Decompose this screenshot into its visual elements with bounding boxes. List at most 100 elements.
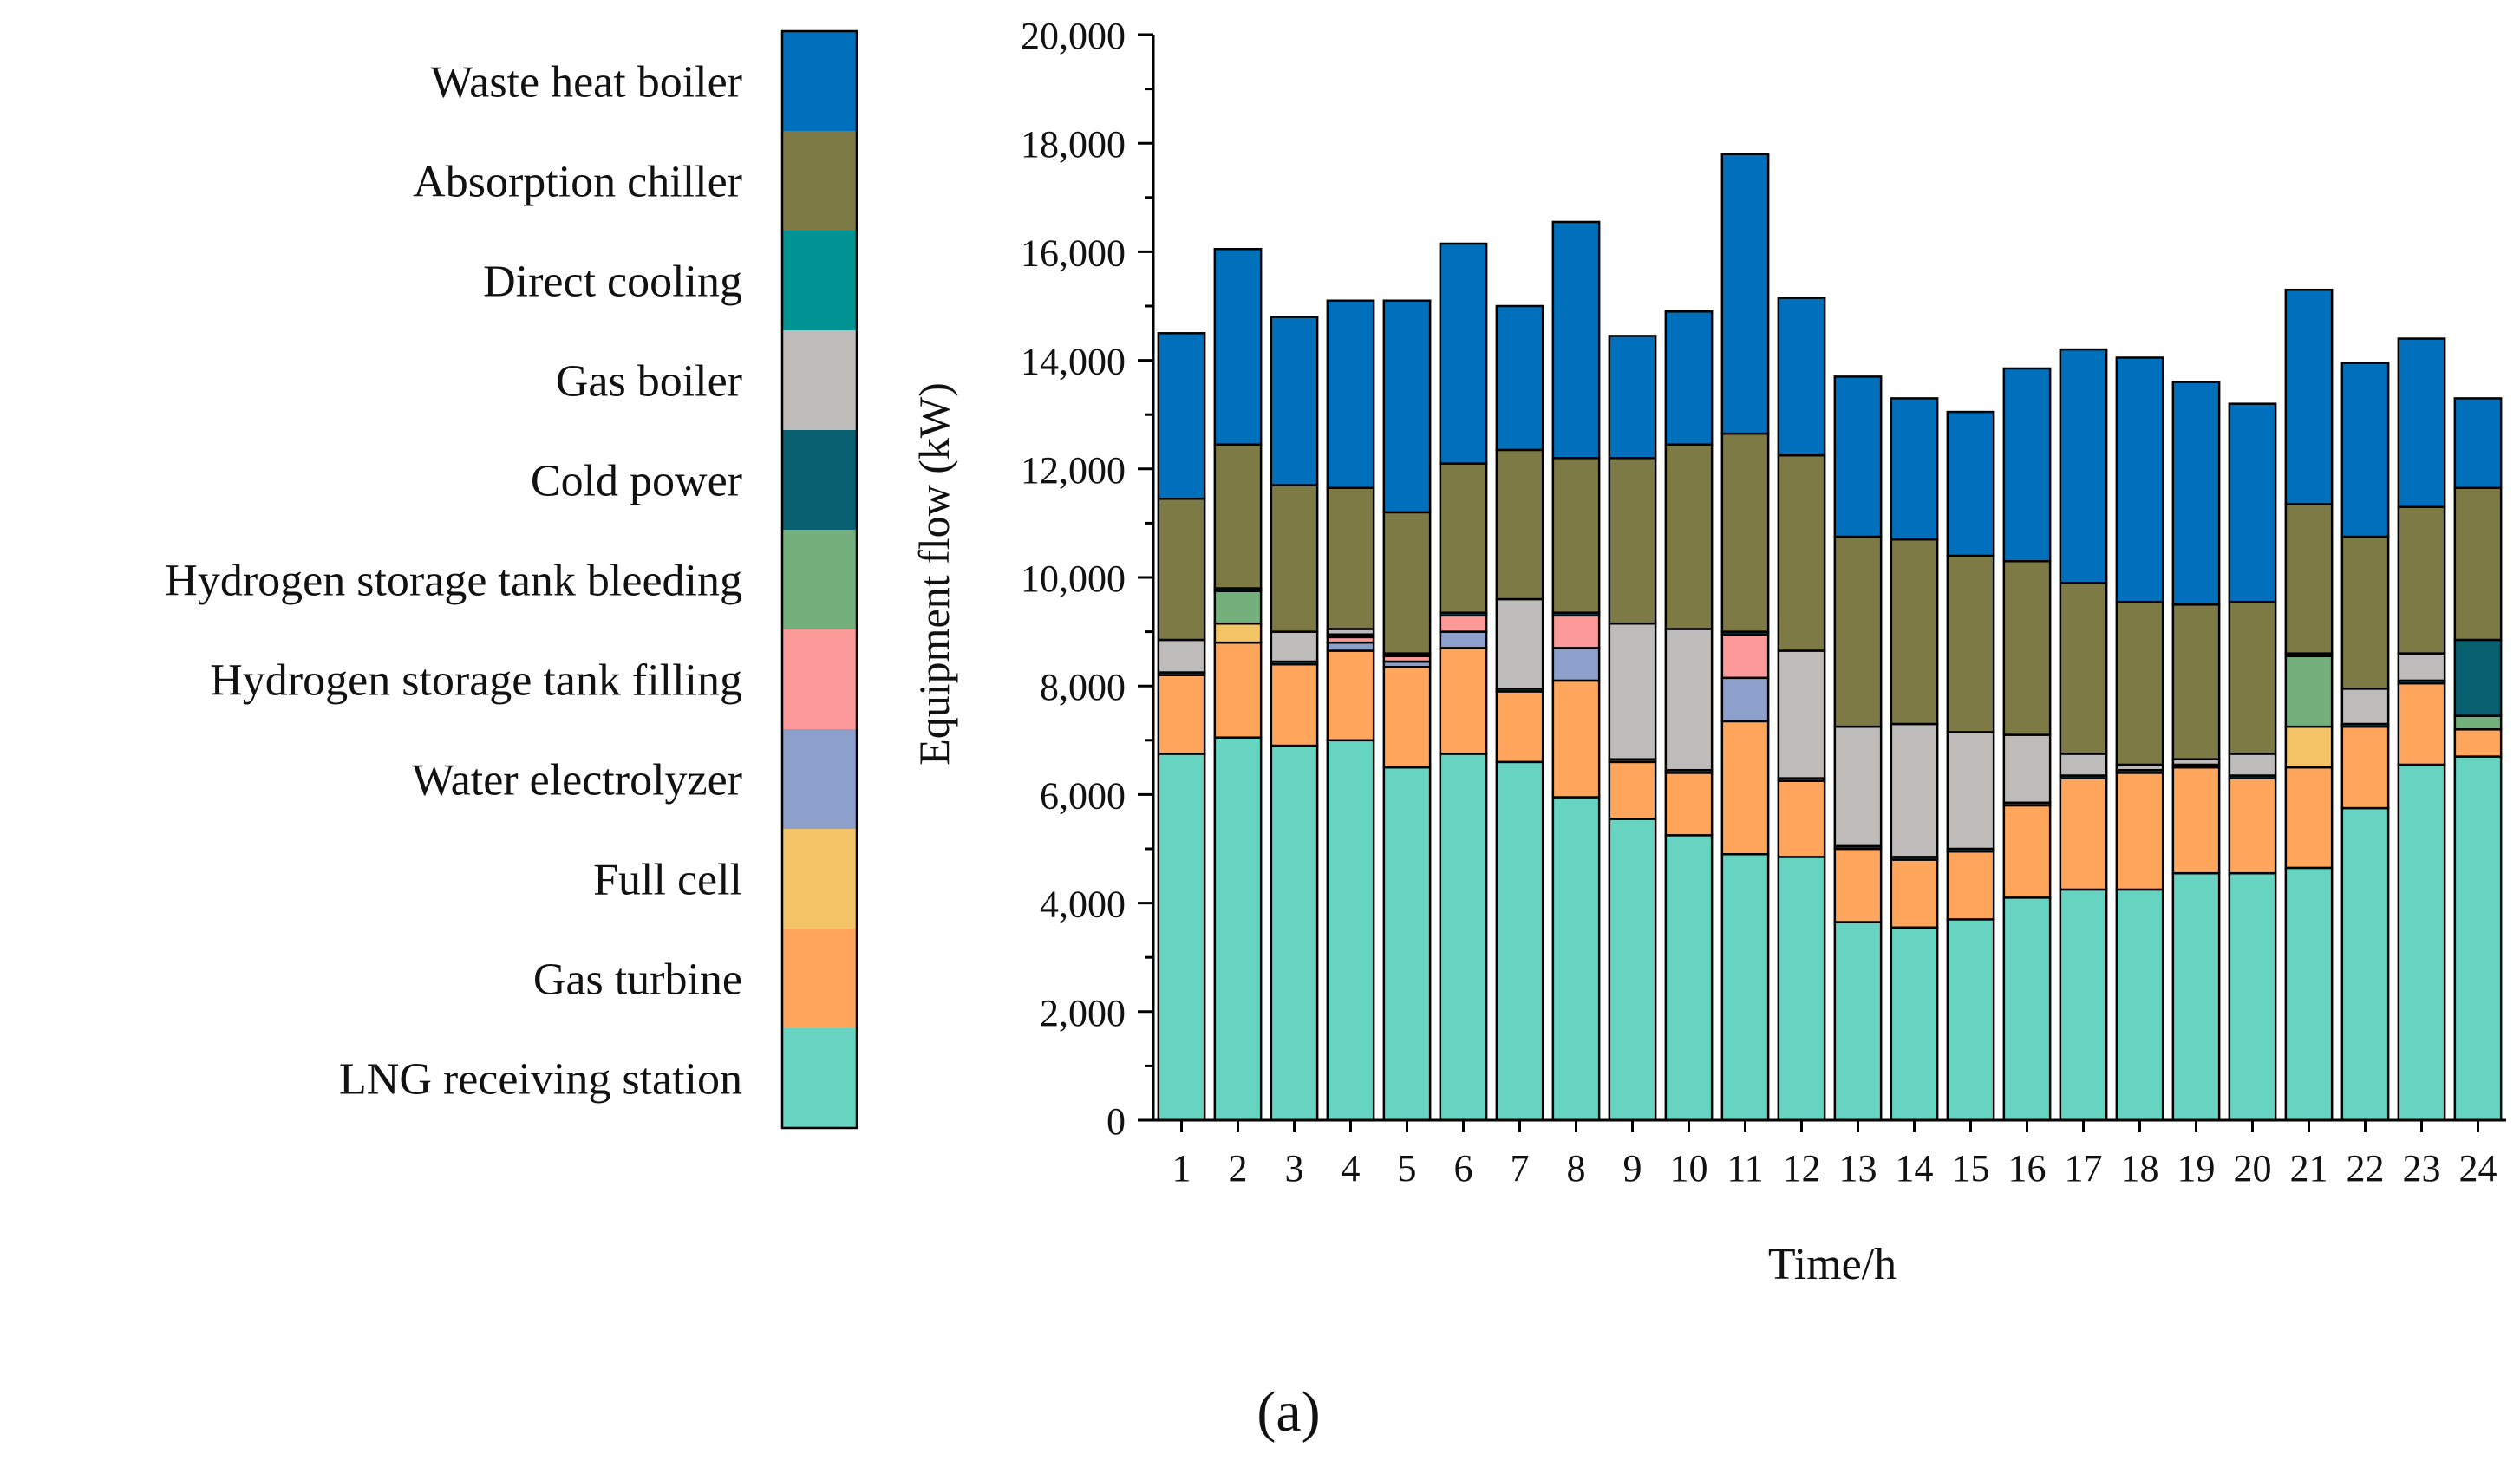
bar-lng-receiving-station-h12 (1777, 856, 1826, 1122)
bar-gas-boiler-h1 (1157, 638, 1206, 674)
bar-lng-receiving-station-h2 (1213, 736, 1263, 1122)
x-tick-label: 21 (2290, 1147, 2328, 1190)
x-tick-label: 13 (1839, 1147, 1877, 1190)
bar-lng-receiving-station-h17 (2059, 888, 2108, 1122)
bar-absorption-chiller-h12 (1777, 453, 1826, 652)
legend-label-cold-power: Cold power (531, 457, 742, 506)
bar-gas-turbine-h17 (2059, 777, 2108, 891)
bar-lng-receiving-station-h6 (1439, 753, 1488, 1122)
bar-waste-heat-boiler-h20 (2228, 402, 2277, 603)
bar-stack-hour-8 (1551, 220, 1601, 1122)
x-tick-label: 1 (1172, 1147, 1191, 1190)
bar-lng-receiving-station-h15 (1946, 918, 1995, 1122)
bar-gas-turbine-h22 (2340, 725, 2390, 810)
bar-gas-turbine-h6 (1439, 647, 1488, 755)
bar-hydrogen-storage-tank-filling-h6 (1439, 614, 1488, 633)
bar-gas-turbine-h12 (1777, 779, 1826, 858)
bar-stack-hour-3 (1270, 316, 1319, 1122)
bar-waste-heat-boiler-h7 (1495, 304, 1544, 452)
bar-absorption-chiller-h10 (1664, 443, 1714, 630)
bar-full-cell-h2 (1213, 622, 1263, 644)
y-tick-label: 0 (1107, 1100, 1126, 1143)
x-tick-label: 23 (2403, 1147, 2441, 1190)
bar-absorption-chiller-h18 (2115, 600, 2164, 766)
bar-gas-turbine-h15 (1946, 850, 1995, 921)
x-tick-label: 10 (1670, 1147, 1708, 1190)
legend-swatch-direct-cooling (782, 231, 857, 330)
bar-absorption-chiller-h14 (1890, 538, 1939, 726)
bar-absorption-chiller-h1 (1157, 497, 1206, 642)
bar-stack-hour-20 (2228, 402, 2277, 1122)
bar-stack-hour-9 (1608, 335, 1657, 1122)
bar-water-electrolyzer-h8 (1551, 647, 1601, 682)
bar-gas-boiler-h12 (1777, 649, 1826, 779)
bar-stack-hour-22 (2340, 362, 2390, 1122)
bar-stack-hour-10 (1664, 310, 1714, 1122)
bar-stack-hour-11 (1720, 153, 1770, 1122)
y-tick-label: 20,000 (1021, 15, 1126, 57)
bar-hydrogen-storage-tank-bleeding-h21 (2284, 655, 2334, 728)
bar-lng-receiving-station-h11 (1720, 853, 1770, 1122)
bar-gas-turbine-h3 (1270, 662, 1319, 747)
bar-gas-turbine-h8 (1551, 679, 1601, 799)
axes: 0 2,000 4,000 6,000 8,000 10,000 12,000 14,000 1… (1021, 15, 2506, 1190)
y-tick-label: 12,000 (1021, 449, 1126, 492)
bar-hydrogen-storage-tank-bleeding-h2 (1213, 590, 1263, 625)
bar-absorption-chiller-h24 (2453, 486, 2503, 642)
bar-absorption-chiller-h5 (1382, 511, 1432, 655)
bar-gas-boiler-h10 (1664, 628, 1714, 772)
bar-absorption-chiller-h19 (2171, 603, 2221, 760)
bar-gas-turbine-h5 (1382, 666, 1432, 769)
x-tick-label: 12 (1783, 1147, 1821, 1190)
bar-gas-turbine-h18 (2115, 772, 2164, 891)
x-tick-label: 3 (1285, 1147, 1304, 1190)
bar-gas-turbine-h14 (1890, 858, 1939, 929)
bar-hydrogen-storage-tank-filling-h8 (1551, 614, 1601, 649)
bar-stack-hour-12 (1777, 297, 1826, 1122)
bar-absorption-chiller-h11 (1720, 432, 1770, 633)
y-tick-label: 10,000 (1021, 557, 1126, 600)
bar-waste-heat-boiler-h15 (1946, 410, 1995, 557)
bar-gas-boiler-h23 (2397, 652, 2446, 682)
bar-lng-receiving-station-h24 (2453, 755, 2503, 1122)
bar-waste-heat-boiler-h13 (1833, 375, 1883, 538)
bar-stack-hour-13 (1833, 375, 1883, 1122)
x-tick-label: 7 (1511, 1147, 1530, 1190)
bar-absorption-chiller-h17 (2059, 582, 2108, 755)
x-tick-label: 4 (1342, 1147, 1361, 1190)
bar-stack-hour-2 (1213, 248, 1263, 1122)
legend-label-gas-boiler: Gas boiler (556, 357, 742, 407)
bar-waste-heat-boiler-h14 (1890, 397, 1939, 541)
x-tick-label: 20 (2234, 1147, 2272, 1190)
bar-lng-receiving-station-h13 (1833, 921, 1883, 1122)
bar-gas-turbine-h13 (1833, 847, 1883, 923)
bar-waste-heat-boiler-h11 (1720, 153, 1770, 435)
legend-label-lng-receiving-station: LNG receiving station (339, 1055, 742, 1105)
x-tick-label: 14 (1896, 1147, 1934, 1190)
bar-absorption-chiller-h4 (1326, 486, 1375, 630)
bar-absorption-chiller-h15 (1946, 554, 1995, 733)
bar-full-cell-h21 (2284, 725, 2334, 769)
legend-swatch-gas-boiler (782, 330, 857, 430)
bar-absorption-chiller-h16 (2002, 559, 2052, 736)
bar-water-electrolyzer-h4 (1326, 641, 1375, 652)
bar-gas-turbine-h20 (2228, 777, 2277, 875)
bar-stack-hour-17 (2059, 348, 2108, 1122)
y-tick-label: 14,000 (1021, 341, 1126, 383)
figure-caption: (a) (1257, 1380, 1320, 1444)
bar-absorption-chiller-h22 (2340, 535, 2390, 690)
y-tick-label: 6,000 (1040, 774, 1126, 817)
bar-lng-receiving-station-h3 (1270, 744, 1319, 1122)
bar-stack-hour-19 (2171, 381, 2221, 1122)
bar-lng-receiving-station-h21 (2284, 866, 2334, 1122)
bar-lng-receiving-station-h16 (2002, 896, 2052, 1122)
bar-absorption-chiller-h2 (1213, 443, 1263, 590)
bar-gas-boiler-h15 (1946, 731, 1995, 851)
bar-gas-boiler-h14 (1890, 722, 1939, 858)
bar-absorption-chiller-h8 (1551, 457, 1601, 614)
x-axis-title: Time/h (1768, 1240, 1897, 1289)
bar-waste-heat-boiler-h4 (1326, 299, 1375, 489)
bar-waste-heat-boiler-h5 (1382, 299, 1432, 514)
legend-swatch-gas-turbine (782, 929, 857, 1028)
